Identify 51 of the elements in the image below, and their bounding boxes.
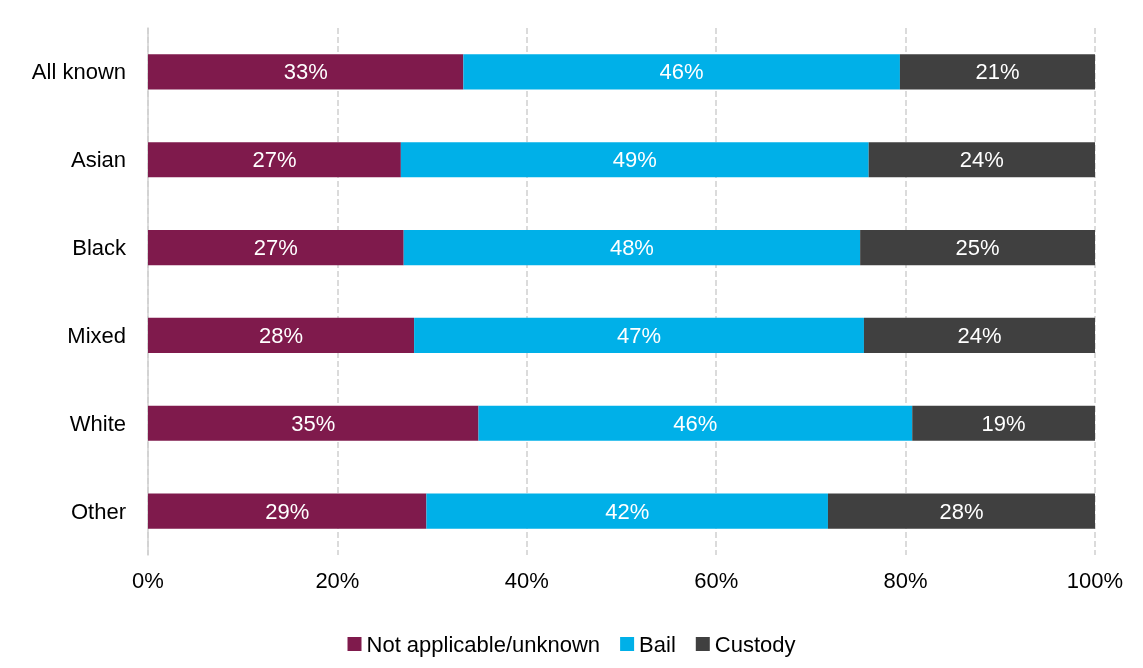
data-label: 46% xyxy=(673,410,718,436)
data-label: 33% xyxy=(283,59,328,85)
bar xyxy=(899,54,1095,90)
bar xyxy=(148,405,479,441)
bar xyxy=(868,142,1095,178)
y-tick-label: Asian xyxy=(70,147,126,173)
legend-label: Custody xyxy=(714,631,796,657)
data-label: 28% xyxy=(259,322,304,348)
legend-label: Not applicable/unknown xyxy=(366,631,601,657)
data-label: 46% xyxy=(659,59,704,85)
bar xyxy=(148,317,415,353)
data-label: 21% xyxy=(975,59,1020,85)
bar xyxy=(148,493,427,529)
x-tick-label: 80% xyxy=(883,567,928,593)
bar xyxy=(478,405,913,441)
y-tick-label: All known xyxy=(31,59,126,85)
x-tick-label: 60% xyxy=(694,567,739,593)
data-label: 42% xyxy=(605,498,650,524)
bar xyxy=(403,230,861,266)
bar xyxy=(426,493,828,529)
y-tick-label: Other xyxy=(70,498,126,524)
bar xyxy=(912,405,1095,441)
legend-label: Bail xyxy=(639,631,676,657)
bar xyxy=(148,230,404,266)
data-label: 49% xyxy=(612,147,657,173)
y-tick-label: White xyxy=(69,410,126,436)
bar xyxy=(463,54,900,90)
data-label: 47% xyxy=(617,322,662,348)
data-label: 48% xyxy=(609,235,654,261)
data-label: 19% xyxy=(981,410,1026,436)
data-label: 29% xyxy=(265,498,310,524)
bar xyxy=(414,317,864,353)
x-tick-label: 0% xyxy=(132,567,164,593)
bar xyxy=(863,317,1095,353)
x-tick-label: 40% xyxy=(504,567,549,593)
data-label: 24% xyxy=(957,322,1002,348)
y-tick-label: Black xyxy=(72,235,127,261)
x-tick-label: 20% xyxy=(315,567,360,593)
data-label: 35% xyxy=(291,410,336,436)
y-tick-label: Mixed xyxy=(67,322,126,348)
bar xyxy=(827,493,1095,529)
data-label: 25% xyxy=(955,235,1000,261)
data-label: 24% xyxy=(959,147,1004,173)
bar xyxy=(148,54,464,90)
data-label: 27% xyxy=(252,147,297,173)
bar xyxy=(400,142,869,178)
data-label: 28% xyxy=(939,498,984,524)
bar xyxy=(860,230,1095,266)
data-label: 27% xyxy=(253,235,298,261)
bar xyxy=(148,142,401,178)
x-tick-label: 100% xyxy=(1066,567,1124,593)
